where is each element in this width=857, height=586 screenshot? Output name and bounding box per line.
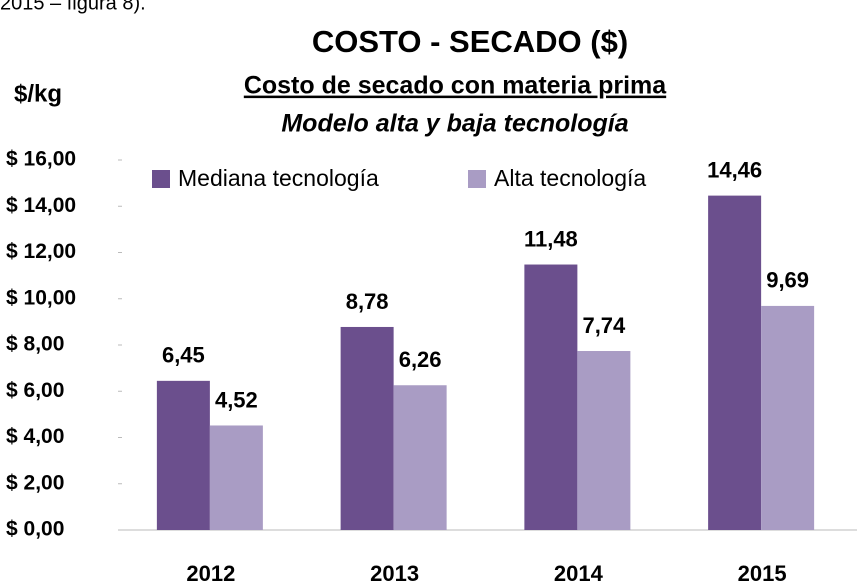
bar — [708, 195, 762, 531]
y-tick-label: $ 14,00 — [6, 194, 76, 217]
data-label: 6,26 — [399, 347, 442, 372]
bar — [577, 351, 631, 530]
data-label: 9,69 — [766, 268, 809, 293]
bar — [156, 380, 210, 530]
data-label: 11,48 — [524, 226, 578, 251]
y-tick-label: $ 4,00 — [6, 425, 64, 448]
data-label: 7,74 — [582, 313, 626, 338]
y-tick-label: $ 12,00 — [6, 240, 76, 263]
bar — [340, 326, 394, 530]
legend-label: Alta tecnología — [494, 165, 646, 191]
legend-swatch — [152, 170, 170, 188]
y-tick-label: $ 10,00 — [6, 286, 76, 309]
y-tick-label: $ 16,00 — [6, 148, 76, 171]
y-tick-label: $ 6,00 — [6, 379, 64, 402]
y-tick-label: $ 2,00 — [6, 471, 64, 494]
x-tick-label: 2015 — [738, 561, 787, 586]
legend-swatch — [468, 170, 486, 188]
bar — [209, 425, 263, 530]
y-tick-label: $ 8,00 — [6, 333, 64, 356]
x-tick-label: 2014 — [554, 561, 604, 586]
data-label: 14,46 — [707, 157, 762, 182]
bar — [524, 264, 578, 530]
legend-label: Mediana tecnología — [178, 165, 379, 191]
chart-title: COSTO - SECADO ($) — [312, 24, 628, 59]
y-tick-label: $ 0,00 — [6, 518, 64, 541]
data-label: 4,52 — [215, 387, 258, 412]
x-tick-label: 2012 — [186, 561, 235, 586]
bar — [393, 385, 447, 530]
data-label: 8,78 — [346, 289, 389, 314]
data-label: 6,45 — [162, 343, 205, 368]
bar — [761, 305, 815, 530]
chart-subtitle: Costo de secado con materia prima — [244, 72, 667, 100]
chart-subtitle: Modelo alta y baja tecnología — [281, 110, 628, 138]
page-fragment: 2015 – figura 8). — [0, 0, 146, 14]
x-tick-label: 2013 — [370, 561, 419, 586]
y-axis-label: $/kg — [14, 80, 62, 107]
